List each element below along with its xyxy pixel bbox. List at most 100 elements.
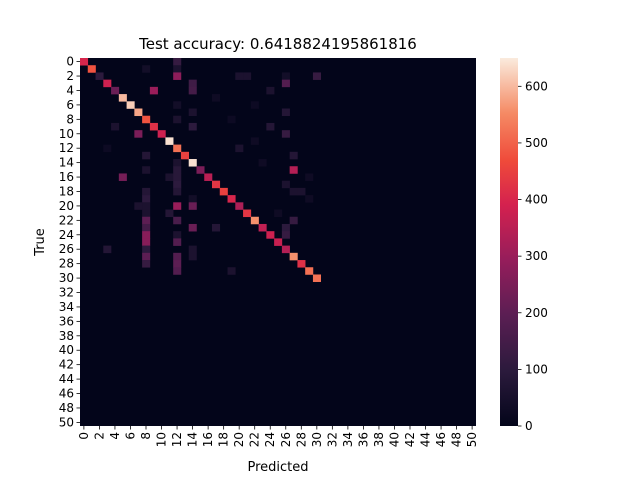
heatmap-cell <box>305 195 314 203</box>
heatmap-cell <box>173 65 182 73</box>
heatmap-cell <box>180 151 189 160</box>
heatmap-cell <box>173 216 182 225</box>
x-tick-label: 38 <box>372 432 386 447</box>
heatmap-cell <box>87 65 96 73</box>
heatmap-cell <box>142 209 151 218</box>
heatmap-cell <box>188 79 197 88</box>
y-tick-label: 32 <box>59 286 74 300</box>
x-tick-label: 10 <box>155 432 169 447</box>
heatmap-cell <box>281 79 290 88</box>
heatmap-cell <box>173 260 182 268</box>
heatmap-cell <box>142 231 151 239</box>
y-tick-label: 44 <box>59 372 74 386</box>
y-tick-label: 36 <box>59 314 74 328</box>
colorbar-tick-label: 300 <box>525 249 548 263</box>
y-tick-label: 14 <box>59 156 74 170</box>
heatmap-cell <box>250 137 259 145</box>
heatmap-cell <box>212 94 221 102</box>
y-tick-label: 34 <box>59 300 74 314</box>
heatmap-cell <box>188 245 197 254</box>
heatmap-cell <box>274 238 283 246</box>
heatmap-cell <box>289 187 298 196</box>
y-tick-label: 40 <box>59 343 74 357</box>
x-tick-label: 2 <box>92 432 106 440</box>
heatmap-cell <box>243 72 252 80</box>
heatmap-cell <box>297 187 306 196</box>
colorbar: 0 100 200 300 400 500 600 <box>500 58 548 433</box>
heatmap-cell <box>111 122 120 131</box>
x-tick-label: 12 <box>170 432 184 447</box>
heatmap-cell <box>134 202 143 210</box>
x-tick-label: 28 <box>294 432 308 447</box>
heatmap-cell <box>142 223 151 232</box>
y-tick-label: 22 <box>59 213 74 227</box>
x-tick-label: 8 <box>139 432 153 440</box>
y-tick-label: 50 <box>59 415 74 429</box>
x-tick-label: 50 <box>465 432 479 447</box>
heatmap-cell <box>173 144 182 153</box>
heatmap-cell <box>142 166 151 174</box>
heatmap-cell <box>188 202 197 210</box>
x-tick-label: 20 <box>232 432 246 447</box>
heatmap-cell <box>126 101 135 109</box>
heatmap-cell <box>142 151 151 160</box>
heatmap-cell <box>227 267 236 275</box>
heatmap-cell <box>142 202 151 210</box>
heatmap-cell <box>212 180 221 189</box>
heatmap-cell <box>142 238 151 246</box>
x-axis-label: Predicted <box>247 460 308 475</box>
heatmap-cell <box>103 144 112 153</box>
y-tick-label: 6 <box>66 98 74 112</box>
x-tick-label: 36 <box>356 432 370 447</box>
colorbar-tick-label: 100 <box>525 362 548 376</box>
heatmap-cell <box>188 122 197 131</box>
heatmap-cell <box>305 173 314 181</box>
colorbar-tick-label: 400 <box>525 193 548 207</box>
heatmap-cell <box>142 195 151 203</box>
heatmap-cell <box>149 86 158 95</box>
chart-title: Test accuracy: 0.6418824195861816 <box>138 35 417 53</box>
heatmap-cell <box>157 130 166 138</box>
heatmap-cell <box>227 115 236 124</box>
x-tick-label: 48 <box>450 432 464 447</box>
heatmap-cell <box>289 252 298 261</box>
heatmap-cell <box>212 223 221 232</box>
x-tick-label: 44 <box>419 432 433 447</box>
y-axis-label: True <box>33 228 48 257</box>
heatmap-cell <box>188 86 197 95</box>
x-axis: 0 2 4 6 8 10 12 14 16 18 20 22 24 26 28 30 32 34 36 38 40 42 4… <box>77 426 479 447</box>
heatmap-cell <box>165 173 174 181</box>
heatmap-cell <box>281 72 290 80</box>
heatmap-cells <box>80 58 476 426</box>
heatmap-cell <box>305 267 314 275</box>
heatmap-cell <box>281 231 290 239</box>
heatmap-cell <box>289 151 298 160</box>
x-tick-label: 46 <box>434 432 448 447</box>
heatmap-cell <box>80 58 89 66</box>
heatmap-cell <box>173 187 182 196</box>
y-tick-label: 18 <box>59 184 74 198</box>
heatmap-cell <box>219 187 228 196</box>
heatmap-cell <box>204 173 213 181</box>
heatmap-cell <box>258 159 267 167</box>
heatmap-cell <box>173 101 182 109</box>
x-tick-label: 18 <box>217 432 231 447</box>
heatmap-cell <box>235 202 244 210</box>
x-tick-label: 42 <box>403 432 417 447</box>
heatmap-cell <box>274 209 283 218</box>
heatmap-cell <box>312 274 321 282</box>
heatmap-cell <box>173 72 182 80</box>
heatmap-cell <box>134 130 143 138</box>
heatmap-cell <box>281 130 290 138</box>
x-tick-label: 34 <box>341 432 355 447</box>
heatmap-cell <box>173 231 182 239</box>
heatmap-cell <box>188 108 197 117</box>
heatmap-cell <box>297 260 306 268</box>
y-tick-label: 24 <box>59 228 74 242</box>
heatmap-cell <box>111 86 120 95</box>
heatmap-cell <box>173 173 182 181</box>
heatmap-cell <box>250 216 259 225</box>
heatmap-cell <box>173 252 182 261</box>
heatmap-cell <box>250 101 259 109</box>
x-tick-label: 16 <box>201 432 215 447</box>
